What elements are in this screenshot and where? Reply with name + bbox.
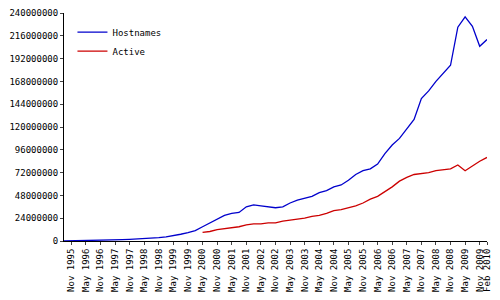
svg-text:240000000: 240000000: [9, 8, 58, 18]
svg-text:May 1996: May 1996: [81, 249, 91, 292]
svg-text:Nov 2003: Nov 2003: [300, 249, 310, 292]
svg-text:Nov 2001: Nov 2001: [241, 249, 251, 292]
svg-text:Hostnames: Hostnames: [112, 28, 161, 38]
svg-text:Nov 2005: Nov 2005: [358, 249, 368, 292]
svg-text:168000000: 168000000: [9, 77, 58, 87]
svg-text:216000000: 216000000: [9, 31, 58, 41]
svg-text:Nov 2009: Nov 2009: [475, 249, 485, 292]
svg-text:48000000: 48000000: [15, 191, 58, 201]
svg-text:192000000: 192000000: [9, 54, 58, 64]
svg-text:May 2002: May 2002: [256, 249, 266, 292]
svg-text:Nov 2004: Nov 2004: [329, 249, 339, 292]
svg-text:Nov 1999: Nov 1999: [183, 249, 193, 292]
svg-text:Nov 2007: Nov 2007: [416, 249, 426, 292]
svg-text:144000000: 144000000: [9, 99, 58, 109]
svg-text:120000000: 120000000: [9, 122, 58, 132]
svg-text:May 2007: May 2007: [402, 249, 412, 292]
svg-text:Feb 2010: Feb 2010: [482, 249, 492, 292]
svg-text:May 2001: May 2001: [227, 249, 237, 292]
svg-text:May 1999: May 1999: [168, 249, 178, 292]
svg-text:May 2000: May 2000: [197, 249, 207, 292]
svg-text:Active: Active: [112, 47, 145, 57]
svg-text:Nov 2006: Nov 2006: [387, 249, 397, 292]
svg-text:May 2004: May 2004: [314, 249, 324, 292]
svg-text:May 2005: May 2005: [343, 249, 353, 292]
svg-text:Nov 2000: Nov 2000: [212, 249, 222, 292]
svg-text:Nov 1997: Nov 1997: [125, 249, 135, 292]
svg-text:96000000: 96000000: [15, 145, 58, 155]
svg-text:Nov 1998: Nov 1998: [154, 249, 164, 292]
svg-text:May 2006: May 2006: [373, 249, 383, 292]
svg-text:May 2003: May 2003: [285, 249, 295, 292]
svg-text:May 1998: May 1998: [139, 249, 149, 292]
svg-text:24000000: 24000000: [15, 213, 58, 223]
svg-text:Nov 2002: Nov 2002: [270, 249, 280, 292]
svg-text:May 2008: May 2008: [431, 249, 441, 292]
svg-text:Nov 2008: Nov 2008: [445, 249, 455, 292]
svg-text:72000000: 72000000: [15, 168, 58, 178]
svg-text:May 2009: May 2009: [460, 249, 470, 292]
svg-text:Nov 1995: Nov 1995: [66, 249, 76, 292]
svg-text:May 1997: May 1997: [110, 249, 120, 292]
svg-text:0: 0: [53, 236, 58, 246]
svg-text:Nov 1996: Nov 1996: [95, 249, 105, 292]
